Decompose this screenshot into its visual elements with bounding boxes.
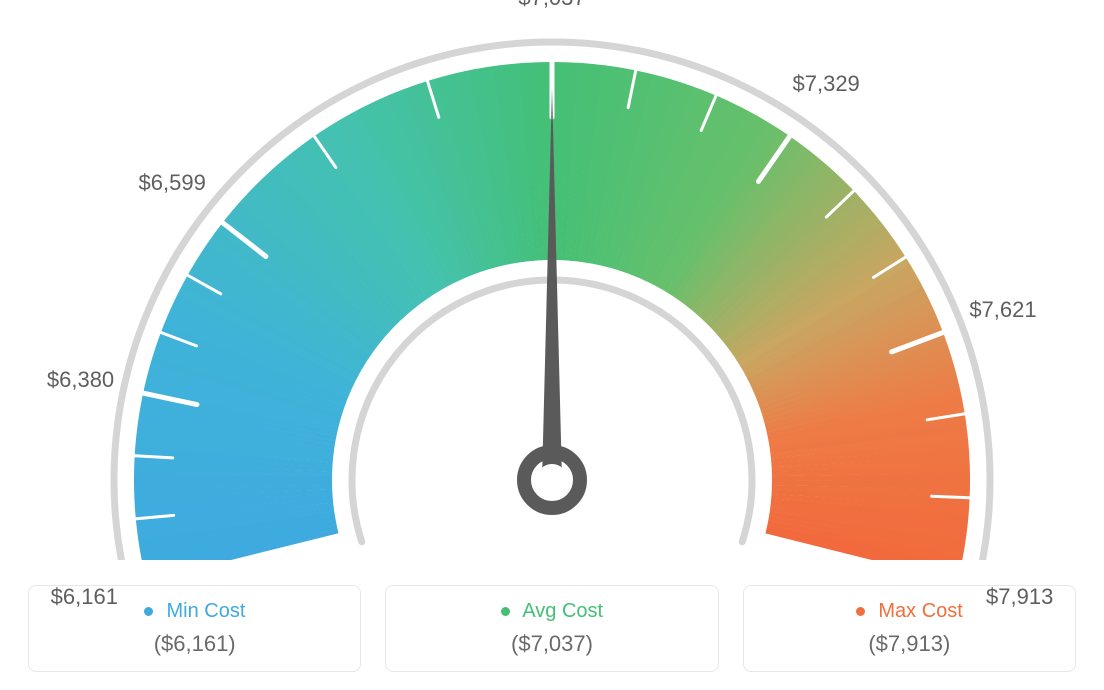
gauge-tick-label: $6,599 xyxy=(139,170,206,196)
gauge-tick-label: $7,329 xyxy=(793,71,860,97)
max-cost-card: Max Cost ($7,913) xyxy=(743,585,1076,672)
gauge-tick-label: $6,380 xyxy=(47,367,114,393)
dot-icon xyxy=(501,607,510,616)
avg-cost-title: Avg Cost xyxy=(396,600,707,623)
gauge-tick-label: $7,621 xyxy=(969,297,1036,323)
min-cost-card: Min Cost ($6,161) xyxy=(28,585,361,672)
avg-cost-card: Avg Cost ($7,037) xyxy=(385,585,718,672)
dot-icon xyxy=(144,607,153,616)
avg-cost-label: Avg Cost xyxy=(522,600,603,622)
max-cost-value: ($7,913) xyxy=(754,631,1065,657)
max-cost-title: Max Cost xyxy=(754,600,1065,623)
min-cost-label: Min Cost xyxy=(166,600,245,622)
min-cost-title: Min Cost xyxy=(39,600,350,623)
gauge-area: $6,161$6,380$6,599$7,037$7,329$7,621$7,9… xyxy=(0,0,1104,560)
gauge-svg xyxy=(0,0,1104,560)
avg-cost-value: ($7,037) xyxy=(396,631,707,657)
summary-cards: Min Cost ($6,161) Avg Cost ($7,037) Max … xyxy=(0,585,1104,672)
dot-icon xyxy=(856,607,865,616)
min-cost-value: ($6,161) xyxy=(39,631,350,657)
gauge-tick-label: $7,037 xyxy=(518,0,585,11)
max-cost-label: Max Cost xyxy=(878,600,962,622)
chart-container: $6,161$6,380$6,599$7,037$7,329$7,621$7,9… xyxy=(0,0,1104,690)
